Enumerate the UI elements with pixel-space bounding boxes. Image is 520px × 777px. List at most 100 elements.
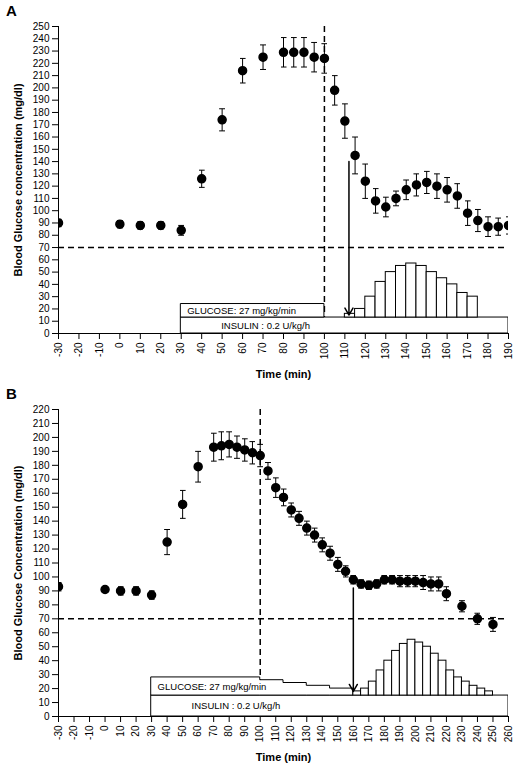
svg-text:40: 40 xyxy=(38,279,50,290)
svg-text:140: 140 xyxy=(33,156,50,167)
svg-text:90: 90 xyxy=(239,725,250,737)
svg-text:60: 60 xyxy=(38,627,50,638)
svg-text:150: 150 xyxy=(332,725,343,742)
svg-text:-30: -30 xyxy=(53,342,64,357)
svg-text:0: 0 xyxy=(44,711,50,722)
svg-text:10: 10 xyxy=(135,342,146,354)
svg-text:130: 130 xyxy=(33,168,50,179)
svg-text:INSULIN : 0.2 U/kg/h: INSULIN : 0.2 U/kg/h xyxy=(221,320,310,331)
svg-text:90: 90 xyxy=(38,217,50,228)
svg-text:60: 60 xyxy=(38,254,50,265)
svg-text:30: 30 xyxy=(38,291,50,302)
svg-text:20: 20 xyxy=(38,683,50,694)
svg-text:180: 180 xyxy=(482,342,493,359)
svg-text:Time (min): Time (min) xyxy=(256,751,312,763)
svg-text:150: 150 xyxy=(33,144,50,155)
svg-text:-10: -10 xyxy=(84,725,95,740)
svg-text:220: 220 xyxy=(33,404,50,415)
svg-text:10: 10 xyxy=(38,315,50,326)
svg-text:190: 190 xyxy=(394,725,405,742)
svg-text:90: 90 xyxy=(38,585,50,596)
svg-text:Blood Glucose Concentration (m: Blood Glucose Concentration (mg/dl) xyxy=(12,465,24,660)
svg-text:240: 240 xyxy=(33,33,50,44)
svg-text:100: 100 xyxy=(33,205,50,216)
svg-text:0: 0 xyxy=(114,342,125,348)
svg-text:210: 210 xyxy=(33,70,50,81)
svg-text:-20: -20 xyxy=(73,342,84,357)
svg-text:20: 20 xyxy=(38,303,50,314)
svg-text:210: 210 xyxy=(33,418,50,429)
svg-text:110: 110 xyxy=(339,342,350,358)
svg-text:120: 120 xyxy=(33,180,50,191)
svg-text:110: 110 xyxy=(34,193,50,204)
svg-text:200: 200 xyxy=(410,725,421,742)
svg-text:170: 170 xyxy=(363,725,374,742)
svg-text:Blood Glucose concentration (m: Blood Glucose concentration (mg/dl) xyxy=(12,83,24,276)
svg-text:0: 0 xyxy=(99,725,110,731)
svg-text:90: 90 xyxy=(298,342,309,354)
svg-text:50: 50 xyxy=(216,342,227,354)
svg-text:Time (min): Time (min) xyxy=(256,368,312,380)
svg-text:230: 230 xyxy=(33,45,50,56)
svg-text:30: 30 xyxy=(175,342,186,354)
svg-text:250: 250 xyxy=(487,725,498,742)
svg-text:130: 130 xyxy=(33,529,50,540)
svg-text:130: 130 xyxy=(380,342,391,359)
svg-text:230: 230 xyxy=(456,725,467,742)
svg-text:40: 40 xyxy=(196,342,207,354)
svg-text:70: 70 xyxy=(208,725,219,737)
svg-text:60: 60 xyxy=(192,725,203,737)
svg-text:170: 170 xyxy=(462,342,473,359)
svg-text:210: 210 xyxy=(425,725,436,742)
svg-text:-10: -10 xyxy=(94,342,105,357)
svg-text:70: 70 xyxy=(38,242,50,253)
svg-text:120: 120 xyxy=(360,342,371,359)
svg-text:170: 170 xyxy=(33,473,50,484)
svg-text:10: 10 xyxy=(115,725,126,737)
svg-text:80: 80 xyxy=(38,599,50,610)
svg-text:30: 30 xyxy=(146,725,157,737)
svg-text:30: 30 xyxy=(38,669,50,680)
svg-text:200: 200 xyxy=(33,82,50,93)
svg-text:140: 140 xyxy=(316,725,327,742)
svg-text:100: 100 xyxy=(33,571,50,582)
svg-text:250: 250 xyxy=(33,21,50,32)
svg-text:10: 10 xyxy=(38,697,50,708)
svg-text:70: 70 xyxy=(257,342,268,354)
svg-text:-30: -30 xyxy=(53,725,64,740)
svg-text:70: 70 xyxy=(38,613,50,624)
svg-text:100: 100 xyxy=(319,342,330,359)
svg-text:160: 160 xyxy=(441,342,452,359)
svg-text:260: 260 xyxy=(503,725,514,742)
svg-text:110: 110 xyxy=(34,557,50,568)
svg-text:80: 80 xyxy=(278,342,289,354)
svg-text:160: 160 xyxy=(348,725,359,742)
svg-text:180: 180 xyxy=(33,107,50,118)
svg-text:0: 0 xyxy=(44,328,50,339)
svg-text:190: 190 xyxy=(33,94,50,105)
svg-text:80: 80 xyxy=(38,229,50,240)
svg-text:GLUCOSE: 27 mg/kg/min: GLUCOSE: 27 mg/kg/min xyxy=(187,305,296,316)
svg-text:140: 140 xyxy=(33,515,50,526)
svg-text:50: 50 xyxy=(177,725,188,737)
svg-text:190: 190 xyxy=(503,342,514,359)
svg-text:160: 160 xyxy=(33,487,50,498)
svg-text:GLUCOSE: 27 mg/kg/min: GLUCOSE: 27 mg/kg/min xyxy=(158,681,267,692)
svg-text:180: 180 xyxy=(33,460,50,471)
svg-text:40: 40 xyxy=(38,655,50,666)
svg-text:-20: -20 xyxy=(68,725,79,740)
svg-text:160: 160 xyxy=(33,131,50,142)
svg-text:50: 50 xyxy=(38,266,50,277)
svg-text:20: 20 xyxy=(155,342,166,354)
svg-text:120: 120 xyxy=(285,725,296,742)
svg-text:100: 100 xyxy=(254,725,265,742)
svg-text:240: 240 xyxy=(472,725,483,742)
svg-text:170: 170 xyxy=(33,119,50,130)
svg-text:120: 120 xyxy=(33,543,50,554)
svg-text:220: 220 xyxy=(33,58,50,69)
svg-text:150: 150 xyxy=(33,501,50,512)
svg-text:200: 200 xyxy=(33,432,50,443)
svg-text:150: 150 xyxy=(421,342,432,359)
svg-text:20: 20 xyxy=(130,725,141,737)
svg-text:60: 60 xyxy=(237,342,248,354)
